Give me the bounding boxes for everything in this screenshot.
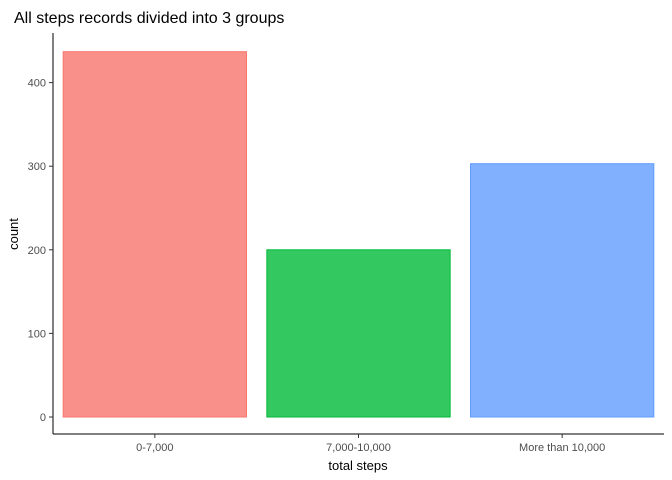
x-tick-label-1: 0-7,000 [136, 442, 173, 454]
x-tick-label-3: More than 10,000 [519, 442, 605, 454]
plot-area [62, 51, 655, 418]
x-tick-label-2: 7,000-10,000 [326, 442, 391, 454]
y-tick-label-400: 400 [28, 78, 46, 90]
bar-3 [470, 163, 655, 418]
x-axis-title: total steps [328, 458, 388, 473]
y-tick-label-0: 0 [40, 412, 46, 424]
chart-title: All steps records divided into 3 groups [14, 10, 284, 27]
axes: 0-7,000 7,000-10,000 More than 10,000 0 100 2… [28, 33, 664, 454]
y-tick-label-100: 100 [28, 328, 46, 340]
y-tick-label-200: 200 [28, 245, 46, 257]
bar-1 [62, 51, 247, 418]
y-axis-title: count [6, 218, 21, 250]
y-tick-label-300: 300 [28, 161, 46, 173]
bar-2 [266, 249, 451, 418]
